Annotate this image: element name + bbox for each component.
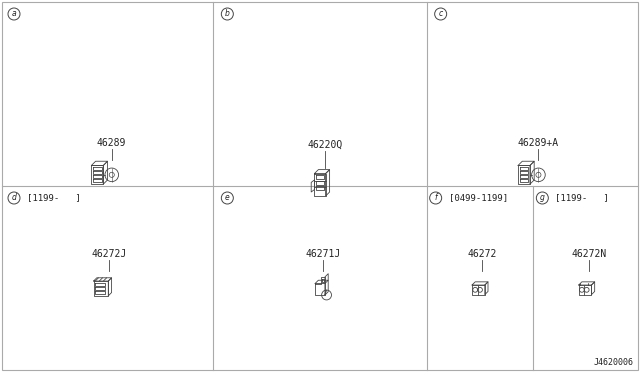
Text: [1199-   ]: [1199- ] bbox=[27, 193, 81, 202]
Text: g: g bbox=[540, 193, 545, 202]
Text: d: d bbox=[12, 193, 17, 202]
Text: [1199-   ]: [1199- ] bbox=[556, 193, 609, 202]
Text: 46272J: 46272J bbox=[91, 250, 126, 259]
Text: 46272N: 46272N bbox=[571, 250, 606, 259]
Text: 46220Q: 46220Q bbox=[307, 140, 342, 150]
Text: f: f bbox=[435, 193, 437, 202]
Text: a: a bbox=[12, 10, 16, 19]
Text: 46289: 46289 bbox=[97, 138, 126, 148]
Text: 46289+A: 46289+A bbox=[518, 138, 559, 148]
Text: c: c bbox=[438, 10, 443, 19]
Text: b: b bbox=[225, 10, 230, 19]
Text: [0499-1199]: [0499-1199] bbox=[449, 193, 508, 202]
Text: e: e bbox=[225, 193, 230, 202]
Text: 46272: 46272 bbox=[467, 250, 497, 259]
Text: 46271J: 46271J bbox=[305, 250, 340, 259]
Text: J4620006: J4620006 bbox=[594, 358, 634, 367]
